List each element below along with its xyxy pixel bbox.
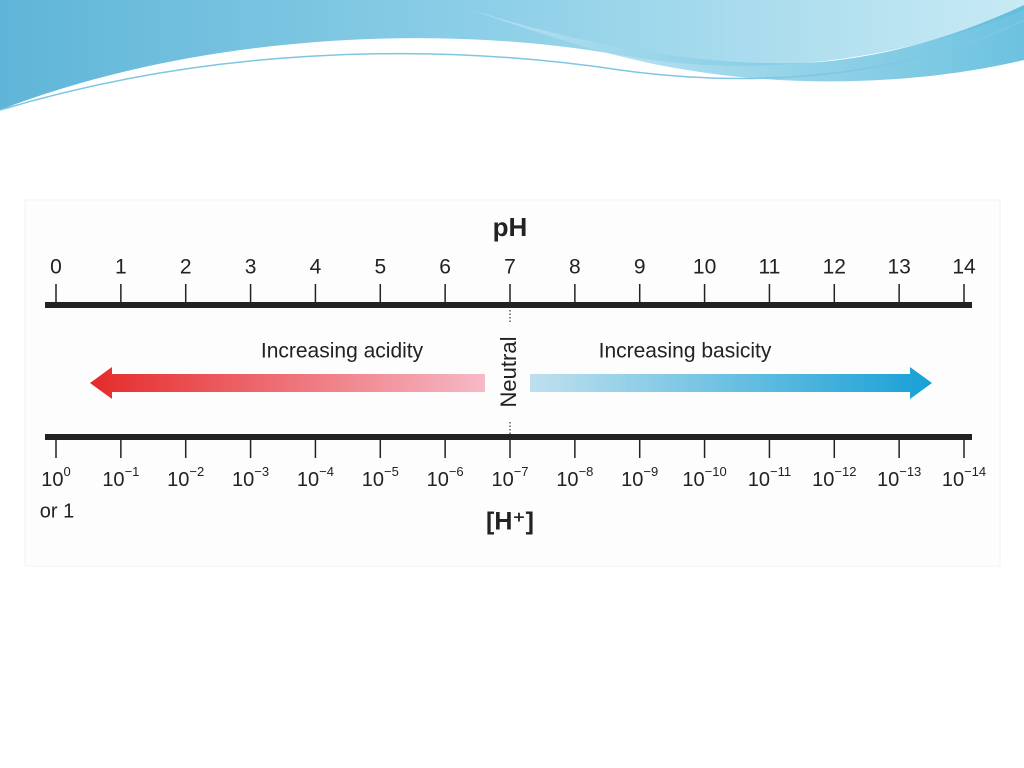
ph-tick-label: 1 <box>115 256 127 279</box>
h-base: 10 <box>682 469 704 491</box>
first-alt: or 1 <box>40 500 74 522</box>
neutral-bg <box>494 322 526 422</box>
h-base: 10 <box>232 469 254 491</box>
ph-tick-label: 9 <box>634 256 646 279</box>
h-base: 10 <box>621 469 643 491</box>
h-base: 10 <box>877 469 899 491</box>
h-exponent: −9 <box>643 464 658 479</box>
h-base: 10 <box>491 469 513 491</box>
ph-tick-label: 0 <box>50 256 62 279</box>
ph-tick-label: 2 <box>180 256 192 279</box>
h-tick-label: 10−13 <box>877 464 921 491</box>
ph-tick-label: 10 <box>693 256 716 279</box>
h-tick-label: 10−10 <box>682 464 726 491</box>
h-tick-label: 100 <box>41 464 70 491</box>
h-base: 10 <box>812 469 834 491</box>
h-exponent: −3 <box>254 464 269 479</box>
ph-tick-label: 8 <box>569 256 581 279</box>
h-exponent: −10 <box>705 464 727 479</box>
neutral-label: Neutral <box>496 337 521 408</box>
h-tick-label: 10−9 <box>621 464 658 491</box>
h-tick-label: 10−1 <box>102 464 139 491</box>
ph-tick-label: 11 <box>759 256 781 279</box>
h-exponent: −7 <box>514 464 529 479</box>
h-tick-label: 10−5 <box>362 464 399 491</box>
h-title: [H⁺] <box>486 508 534 536</box>
ph-tick-label: 12 <box>823 256 846 279</box>
h-exponent: −13 <box>899 464 921 479</box>
h-base: 10 <box>102 469 124 491</box>
ph-tick-label: 5 <box>374 256 386 279</box>
h-axis <box>45 434 972 440</box>
header-wave <box>440 0 1024 82</box>
h-tick-label: 10−3 <box>232 464 269 491</box>
h-base: 10 <box>297 469 319 491</box>
h-exponent: −12 <box>834 464 856 479</box>
acid-label: Increasing acidity <box>261 340 424 363</box>
ph-tick-label: 4 <box>310 256 322 279</box>
h-base: 10 <box>556 469 578 491</box>
h-exponent: −6 <box>449 464 464 479</box>
ph-tick-label: 14 <box>952 256 976 279</box>
h-base: 10 <box>942 469 964 491</box>
h-base: 10 <box>427 469 449 491</box>
h-tick-label: 10−6 <box>427 464 464 491</box>
h-tick-label: 10−14 <box>942 464 986 491</box>
h-exponent: −5 <box>384 464 399 479</box>
h-tick-label: 10−8 <box>556 464 593 491</box>
header-line <box>0 19 1024 111</box>
header-wave <box>0 0 1024 110</box>
h-exponent: −11 <box>770 464 791 479</box>
ph-axis <box>45 302 972 308</box>
h-tick-label: 10−2 <box>167 464 204 491</box>
ph-tick-label: 6 <box>439 256 451 279</box>
h-exponent: −14 <box>964 464 986 479</box>
h-tick-label: 10−7 <box>491 464 528 491</box>
ph-tick-label: 7 <box>504 256 516 279</box>
h-base: 10 <box>748 469 770 491</box>
ph-tick-label: 3 <box>245 256 257 279</box>
h-tick-label: 10−4 <box>297 464 334 491</box>
base-label: Increasing basicity <box>599 340 772 363</box>
ph-title: pH <box>493 212 528 242</box>
h-exponent: 0 <box>64 464 71 479</box>
h-exponent: −2 <box>189 464 204 479</box>
h-exponent: −1 <box>125 464 140 479</box>
h-tick-label: 10−12 <box>812 464 856 491</box>
h-exponent: −8 <box>579 464 594 479</box>
h-base: 10 <box>362 469 384 491</box>
ph-tick-label: 13 <box>887 256 910 279</box>
h-base: 10 <box>41 469 63 491</box>
h-exponent: −4 <box>319 464 334 479</box>
h-base: 10 <box>167 469 189 491</box>
h-tick-label: 10−11 <box>748 464 791 491</box>
acid-arrow <box>90 367 485 399</box>
base-arrow <box>530 367 932 399</box>
